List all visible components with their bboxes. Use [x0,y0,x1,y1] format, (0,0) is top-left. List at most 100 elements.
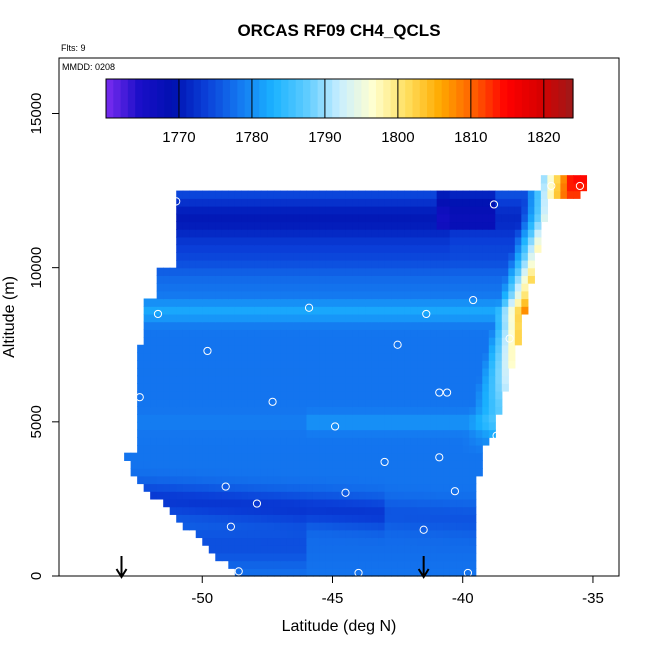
heatmap-cell [312,252,321,261]
heatmap-cell [182,283,190,292]
heatmap-cell [365,522,373,531]
heatmap-cell [319,452,327,461]
heatmap-cell [267,506,275,515]
heatmap-cell [339,552,347,562]
heatmap-cell [247,306,255,315]
heatmap-cell [456,344,464,354]
heatmap-cell [163,344,171,354]
heatmap-cell [358,460,366,469]
heatmap-cell [527,198,535,207]
colorbar-swatch [551,79,560,118]
heatmap-cell [345,552,353,562]
heatmap-cell [260,206,268,215]
heatmap-cell [456,306,464,315]
heatmap-cell [273,483,281,492]
heatmap-cell [345,475,353,485]
heatmap-cell [391,259,399,269]
heatmap-cell [378,259,386,269]
heatmap-cell [143,398,151,408]
heatmap-cell [163,337,171,346]
heatmap-cell [143,429,151,438]
heatmap-cell [319,529,327,539]
heatmap-cell [202,206,210,215]
heatmap-cell [156,298,164,307]
sample-point [330,422,340,431]
heatmap-cell [202,375,210,384]
heatmap-cell [508,252,516,261]
heatmap-cell [176,460,184,469]
heatmap-cell [286,545,295,554]
x-tick-label: -45 [322,590,344,607]
heatmap-cell [443,468,451,477]
heatmap-cell [378,236,386,246]
heatmap-cell [404,337,412,346]
heatmap-cell [475,344,483,354]
heatmap-cell [137,429,145,438]
heatmap-cell [169,468,177,477]
heatmap-cell [312,414,321,423]
heatmap-cell [391,375,399,384]
colorbar-swatch [558,79,567,118]
heatmap-cell [286,190,295,199]
heatmap-cell [423,491,431,500]
heatmap-cell [260,444,268,454]
heatmap-cell [325,283,334,292]
heatmap-cell [397,236,405,246]
heatmap-cell [182,367,190,377]
heatmap-cell [280,298,288,307]
heatmap-cell [339,313,347,323]
heatmap-cell [352,529,360,539]
heatmap-cell [397,552,405,562]
heatmap-cell [495,313,503,323]
heatmap-cell [404,283,412,292]
heatmap-cell [254,290,262,300]
colorbar-swatch [164,79,173,118]
heatmap-cell [254,406,262,415]
heatmap-cell [365,391,373,400]
heatmap-cell [176,383,184,392]
heatmap-cell [195,213,203,223]
heatmap-cell [325,352,334,361]
heatmap-cell [436,552,444,562]
heatmap-cell [215,437,223,446]
heatmap-cell [417,475,425,485]
heatmap-cell [189,367,197,377]
heatmap-cell [371,337,379,346]
heatmap-cell [325,229,334,238]
heatmap-cell [319,298,327,307]
heatmap-cell [280,344,288,354]
heatmap-cell [176,452,184,461]
heatmap-cell [280,290,288,300]
heatmap-cell [163,421,171,431]
heatmap-cell [234,475,242,485]
colorbar-swatch [521,79,530,118]
heatmap-cell [404,275,412,284]
heatmap-cell [137,414,145,423]
y-tick-label: 5000 [28,405,45,438]
heatmap-cell [514,236,522,246]
heatmap-cell [234,213,242,223]
heatmap-cell [280,213,288,223]
heatmap-cell [293,468,301,477]
heatmap-cell [482,290,490,300]
colorbar-swatch [390,79,399,118]
heatmap-cell [306,306,314,315]
heatmap-cell [371,275,379,284]
heatmap-cell [436,221,444,230]
heatmap-cell [371,244,379,253]
heatmap-cell [488,344,496,354]
sample-point [575,181,585,191]
heatmap-cell [189,514,197,523]
heatmap-cell [195,337,203,346]
heatmap-cell [378,545,386,554]
heatmap-cell [241,568,249,577]
heatmap-cell [475,190,483,199]
heatmap-cell [241,391,249,400]
heatmap-cell [436,522,444,531]
heatmap-cell [358,391,366,400]
heatmap-cell [202,429,210,438]
heatmap-cell [137,437,145,446]
heatmap-cell [228,452,236,461]
colorbar-swatch [171,79,180,118]
heatmap-cell [371,391,379,400]
